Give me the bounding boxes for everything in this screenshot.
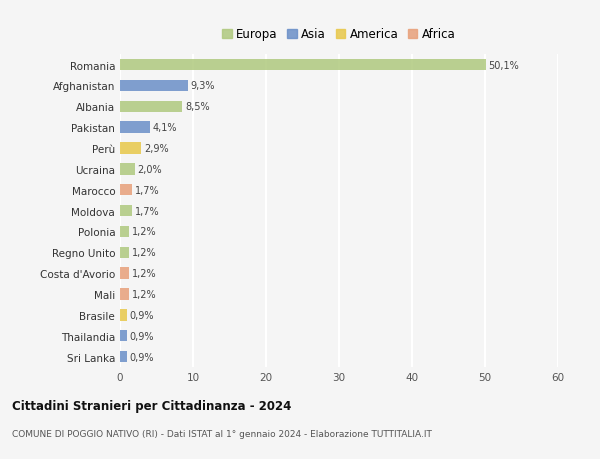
Text: COMUNE DI POGGIO NATIVO (RI) - Dati ISTAT al 1° gennaio 2024 - Elaborazione TUTT: COMUNE DI POGGIO NATIVO (RI) - Dati ISTA… [12, 429, 432, 438]
Text: 2,0%: 2,0% [137, 164, 162, 174]
Bar [120, 289, 129, 300]
Text: 1,2%: 1,2% [131, 227, 157, 237]
Legend: Europa, Asia, America, Africa: Europa, Asia, America, Africa [217, 23, 461, 46]
Bar [120, 206, 133, 217]
Text: 2,9%: 2,9% [144, 144, 169, 154]
Text: 1,7%: 1,7% [136, 206, 160, 216]
Text: 0,9%: 0,9% [130, 310, 154, 320]
Bar [120, 122, 150, 134]
Bar [120, 226, 129, 238]
Text: 0,9%: 0,9% [130, 352, 154, 362]
Bar [120, 330, 127, 341]
Text: 4,1%: 4,1% [153, 123, 178, 133]
Bar [120, 143, 141, 154]
Bar [120, 185, 133, 196]
Text: 9,3%: 9,3% [191, 81, 215, 91]
Bar [120, 247, 129, 258]
Text: 50,1%: 50,1% [488, 61, 520, 71]
Text: 1,7%: 1,7% [136, 185, 160, 196]
Bar [120, 81, 188, 92]
Text: Cittadini Stranieri per Cittadinanza - 2024: Cittadini Stranieri per Cittadinanza - 2… [12, 399, 292, 412]
Bar [120, 309, 127, 321]
Bar [120, 101, 182, 113]
Text: 0,9%: 0,9% [130, 331, 154, 341]
Bar [120, 60, 486, 71]
Text: 1,2%: 1,2% [131, 269, 157, 279]
Text: 1,2%: 1,2% [131, 248, 157, 258]
Bar [120, 164, 134, 175]
Text: 8,5%: 8,5% [185, 102, 209, 112]
Bar [120, 351, 127, 363]
Text: 1,2%: 1,2% [131, 289, 157, 299]
Bar [120, 268, 129, 279]
